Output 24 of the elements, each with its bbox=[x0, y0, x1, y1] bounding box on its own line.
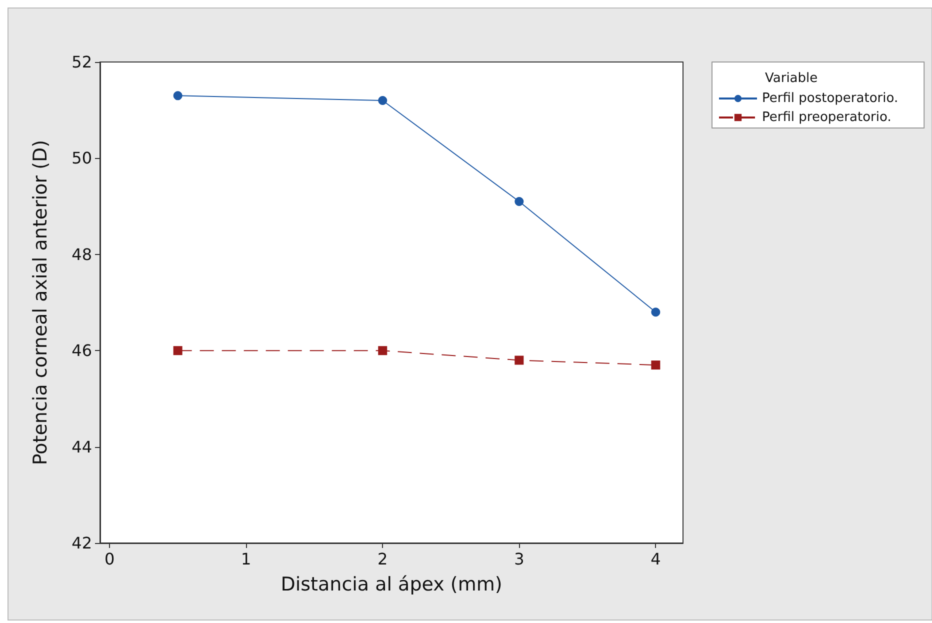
x-axis-title: Distancia al ápex (mm) bbox=[280, 574, 502, 596]
legend-label: Perfil preoperatorio. bbox=[762, 110, 892, 125]
x-tick-label: 1 bbox=[241, 550, 252, 568]
point bbox=[378, 96, 388, 105]
point bbox=[378, 346, 388, 356]
point bbox=[514, 196, 524, 206]
y-tick-label: 48 bbox=[72, 244, 92, 264]
y-tick-label: 46 bbox=[72, 341, 92, 360]
y-tick-label: 42 bbox=[72, 534, 92, 552]
y-tick-label: 44 bbox=[72, 437, 92, 456]
point bbox=[173, 91, 182, 100]
y-tick-label: 50 bbox=[72, 148, 92, 168]
x-tick-label: 3 bbox=[514, 550, 524, 568]
x-tick-label: 4 bbox=[650, 550, 661, 568]
point bbox=[651, 308, 660, 317]
y-tick-label: 52 bbox=[72, 52, 92, 72]
point bbox=[514, 356, 524, 365]
x-tick-label: 0 bbox=[104, 550, 115, 568]
point bbox=[173, 346, 182, 356]
x-tick-label: 2 bbox=[378, 550, 388, 568]
legend-label: Perfil postoperatorio. bbox=[762, 91, 898, 106]
point bbox=[651, 360, 660, 370]
legend-title: Variable bbox=[765, 71, 818, 86]
y-axis-title: Potencia corneal axial anterior (D) bbox=[30, 140, 52, 466]
